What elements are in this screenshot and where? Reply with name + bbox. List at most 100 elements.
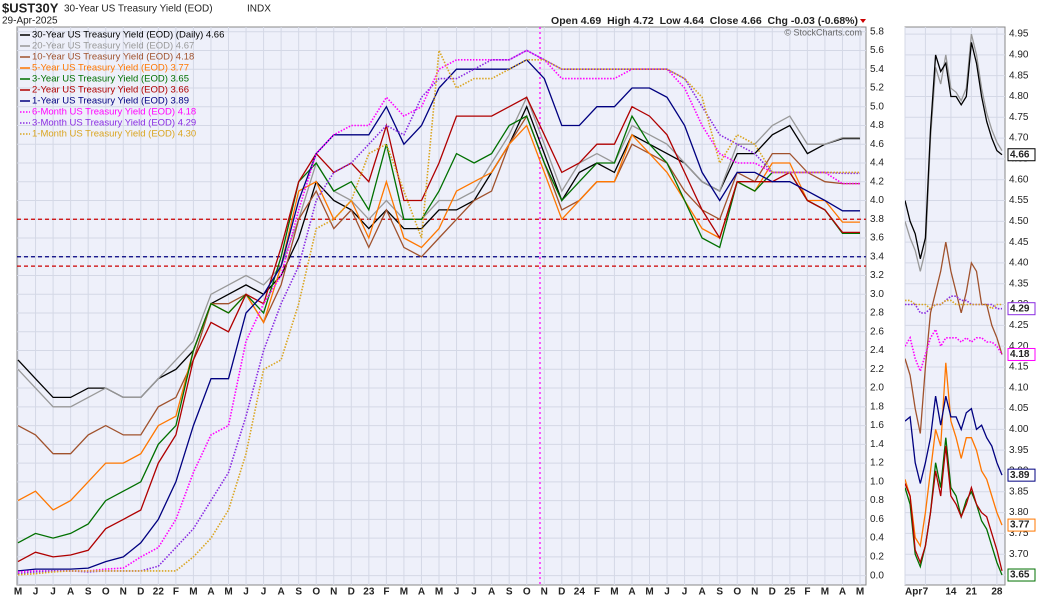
series-line [17, 49, 860, 573]
legend-entry: 20-Year US Treasury Yield (EOD) 4.67 [32, 41, 194, 52]
date: 29-Apr-2025 [2, 16, 58, 27]
x-tick-label: J [682, 587, 688, 598]
y-tick-label: 4.70 [1009, 133, 1029, 144]
x-tick-label: M [610, 587, 618, 598]
x-tick-label: A [278, 587, 285, 598]
y-tick-label: 4.80 [1009, 91, 1029, 102]
zoom-plot-area [904, 26, 1006, 586]
end-label: 4.18 [1010, 349, 1030, 360]
x-tick-label: M [14, 587, 22, 598]
series-line [905, 42, 1003, 259]
series-line [905, 362, 1003, 548]
x-tick-label: D [558, 587, 565, 598]
x-tick-label: N [541, 587, 548, 598]
x-tick-label: S [295, 587, 302, 598]
y-tick-label: 4.15 [1009, 362, 1029, 373]
y-tick-label: 3.6 [870, 233, 884, 244]
y-tick-label: 4.45 [1009, 237, 1029, 248]
y-tick-label: 4.2 [870, 176, 884, 187]
x-tick-label: F [594, 587, 600, 598]
x-tick-label: F [804, 587, 810, 598]
x-tick-label: 25 [784, 587, 796, 598]
series-line [17, 58, 860, 572]
y-tick-label: 3.2 [870, 270, 884, 281]
y-tick-label: 1.8 [870, 401, 884, 412]
series-line [905, 327, 1003, 374]
y-tick-label: 4.85 [1009, 70, 1029, 81]
end-label: 3.77 [1010, 520, 1030, 531]
x-tick-label: J [454, 587, 460, 598]
x-tick-label: D [769, 587, 776, 598]
y-tick-label: 4.25 [1009, 320, 1029, 331]
series-line [17, 49, 860, 575]
x-tick-label: A [207, 587, 214, 598]
y-tick-label: 4.40 [1009, 258, 1029, 269]
y-tick-label: 5.2 [870, 83, 884, 94]
x-tick-label: 23 [363, 587, 375, 598]
y-tick-label: 3.75 [1009, 528, 1029, 539]
series-line [905, 33, 1003, 272]
y-tick-label: 4.6 [870, 139, 884, 150]
x-tick-label: S [85, 587, 92, 598]
end-label-box [1007, 468, 1036, 482]
end-label-box [1007, 302, 1036, 316]
x-tick-label: O [523, 587, 531, 598]
y-tick-label: 2.6 [870, 326, 884, 337]
x-tick-label: A [418, 587, 425, 598]
x-tick-label: J [50, 587, 56, 598]
series-line [17, 95, 860, 408]
x-tick-label: 24 [574, 587, 586, 598]
legend-entry: 6-Month US Treasury Yield (EOD) 4.18 [32, 107, 196, 118]
legend-entry: 5-Year US Treasury Yield (EOD) 3.77 [32, 63, 189, 74]
end-label: 4.29 [1010, 303, 1030, 314]
y-tick-label: 0.8 [870, 495, 884, 506]
legend-entry: 10-Year US Treasury Yield (EOD) 4.18 [32, 52, 194, 63]
y-tick-label: 4.60 [1009, 174, 1029, 185]
x-tick-label: 21 [966, 587, 978, 598]
end-label: 3.65 [1010, 570, 1030, 581]
y-tick-label: 4.90 [1009, 50, 1029, 61]
x-tick-label: O [102, 587, 110, 598]
x-tick-label: M [400, 587, 408, 598]
y-tick-label: 3.95 [1009, 445, 1029, 456]
legend-entry: 3-Year US Treasury Yield (EOD) 3.65 [32, 74, 189, 85]
x-tick-label: M [224, 587, 232, 598]
x-tick-label: 14 [945, 587, 957, 598]
end-label: 4.66 [1010, 149, 1030, 160]
y-tick-label: 4.00 [1009, 424, 1029, 435]
legend-entry: 1-Month US Treasury Yield (EOD) 4.30 [32, 129, 196, 140]
y-tick-label: 5.6 [870, 45, 884, 56]
x-tick-label: M [189, 587, 197, 598]
series-line [905, 437, 1003, 576]
y-tick-label: 3.4 [870, 251, 884, 262]
x-tick-label: N [751, 587, 758, 598]
y-tick-label: 0.0 [870, 570, 884, 581]
x-tick-label: M [645, 587, 653, 598]
y-tick-label: 5.8 [870, 26, 884, 37]
x-tick-label: N [330, 587, 337, 598]
x-tick-label: A [839, 587, 846, 598]
credit: © StockCharts.com [784, 27, 862, 37]
x-tick-label: 28 [991, 587, 1003, 598]
series-line [905, 299, 1002, 310]
end-label: 3.89 [1010, 470, 1030, 481]
y-tick-label: 1.2 [870, 458, 884, 469]
y-tick-label: 4.95 [1009, 29, 1029, 40]
y-tick-label: 4.0 [870, 195, 884, 206]
y-tick-label: 3.70 [1009, 549, 1029, 560]
y-tick-label: 1.4 [870, 439, 884, 450]
end-label-box [1007, 568, 1036, 582]
x-tick-label: F [383, 587, 389, 598]
x-tick-label: A [628, 587, 635, 598]
x-tick-label: M [821, 587, 829, 598]
y-tick-label: 2.8 [870, 308, 884, 319]
x-tick-label: J [33, 587, 39, 598]
x-tick-label: J [664, 587, 670, 598]
end-label-box [1007, 148, 1036, 162]
x-tick-label: S [716, 587, 723, 598]
y-tick-label: 2.2 [870, 364, 884, 375]
y-tick-label: 0.2 [870, 552, 884, 563]
legend-entry: 3-Month US Treasury Yield (EOD) 4.29 [32, 118, 196, 129]
series-line [17, 114, 860, 455]
y-tick-label: 4.20 [1009, 341, 1029, 352]
